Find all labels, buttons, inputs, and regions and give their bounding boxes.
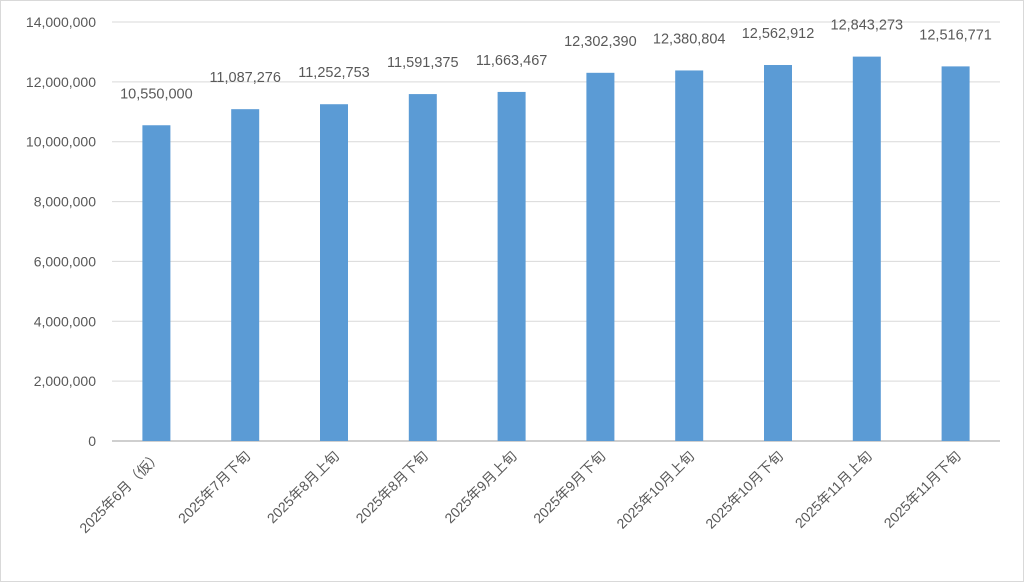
x-tick-label: 2025年7月下旬 <box>175 448 253 526</box>
bar <box>231 109 260 441</box>
bar <box>142 125 171 441</box>
data-label: 10,550,000 <box>120 86 193 102</box>
x-tick-label: 2025年8月上旬 <box>264 448 342 526</box>
y-tick-label: 2,000,000 <box>34 373 96 389</box>
data-label: 12,562,912 <box>742 26 815 42</box>
bar <box>408 94 437 442</box>
x-tick-label: 2025年11月上旬 <box>792 448 875 531</box>
x-tick-label: 2025年8月下旬 <box>352 448 430 526</box>
bar <box>586 72 615 442</box>
x-tick-label: 2025年6月（仮） <box>76 448 164 536</box>
data-label: 12,843,273 <box>831 18 904 34</box>
y-tick-label: 4,000,000 <box>34 313 96 329</box>
bar <box>941 66 970 441</box>
x-tick-label: 2025年10月下旬 <box>702 448 786 532</box>
x-tick-label: 2025年9月上旬 <box>441 448 519 526</box>
bar <box>497 91 526 442</box>
data-label: 12,302,390 <box>564 34 637 50</box>
data-label: 11,591,375 <box>387 55 459 71</box>
y-tick-label: 6,000,000 <box>34 253 96 269</box>
y-tick-label: 12,000,000 <box>26 74 96 90</box>
data-label: 11,252,753 <box>298 65 370 81</box>
bar <box>675 70 704 442</box>
y-tick-label: 8,000,000 <box>34 194 96 210</box>
x-tick-label: 2025年10月上旬 <box>613 448 697 532</box>
data-label: 11,663,467 <box>476 53 548 69</box>
y-tick-label: 14,000,000 <box>26 14 96 30</box>
data-label: 12,380,804 <box>653 31 726 47</box>
bar <box>320 104 348 441</box>
y-tick-label: 0 <box>88 433 96 449</box>
x-tick-label: 2025年9月下旬 <box>530 448 608 526</box>
x-tick-label: 2025年11月下旬 <box>881 448 964 531</box>
bar <box>852 56 881 441</box>
data-label: 11,087,276 <box>209 70 281 86</box>
bar <box>764 65 792 441</box>
data-label: 12,516,771 <box>919 27 992 43</box>
y-tick-label: 10,000,000 <box>26 134 96 150</box>
